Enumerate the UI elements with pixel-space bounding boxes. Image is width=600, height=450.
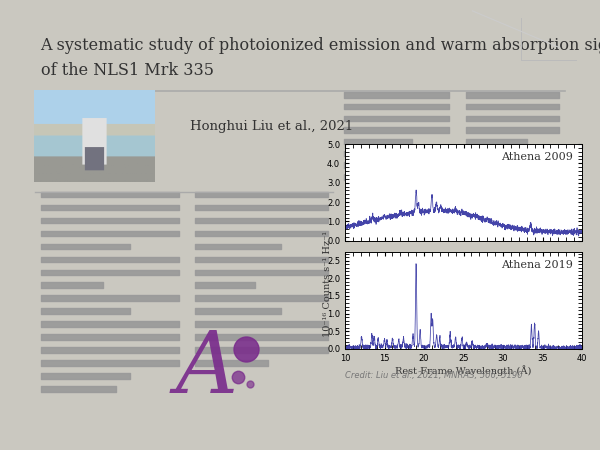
Text: Credit: Liu et al., 2021, MNRAS, 506, 5190: Credit: Liu et al., 2021, MNRAS, 506, 51… [345, 371, 523, 380]
X-axis label: Rest Frame Wavelength (Å): Rest Frame Wavelength (Å) [395, 365, 532, 376]
Text: of the NLS1 Mrk 335: of the NLS1 Mrk 335 [41, 62, 214, 79]
Text: A systematic study of photoionized emission and warm absorption signatures: A systematic study of photoionized emiss… [41, 37, 600, 54]
Text: Honghui Liu et al., 2021: Honghui Liu et al., 2021 [190, 120, 353, 133]
Text: Athena 2019: Athena 2019 [500, 260, 572, 270]
Text: A: A [176, 328, 238, 410]
Text: Athena 2009: Athena 2009 [500, 152, 572, 162]
Polygon shape [521, 18, 576, 60]
Text: 10⁻¹⁶ Counts s⁻¹ Hz⁻¹: 10⁻¹⁶ Counts s⁻¹ Hz⁻¹ [323, 230, 331, 337]
